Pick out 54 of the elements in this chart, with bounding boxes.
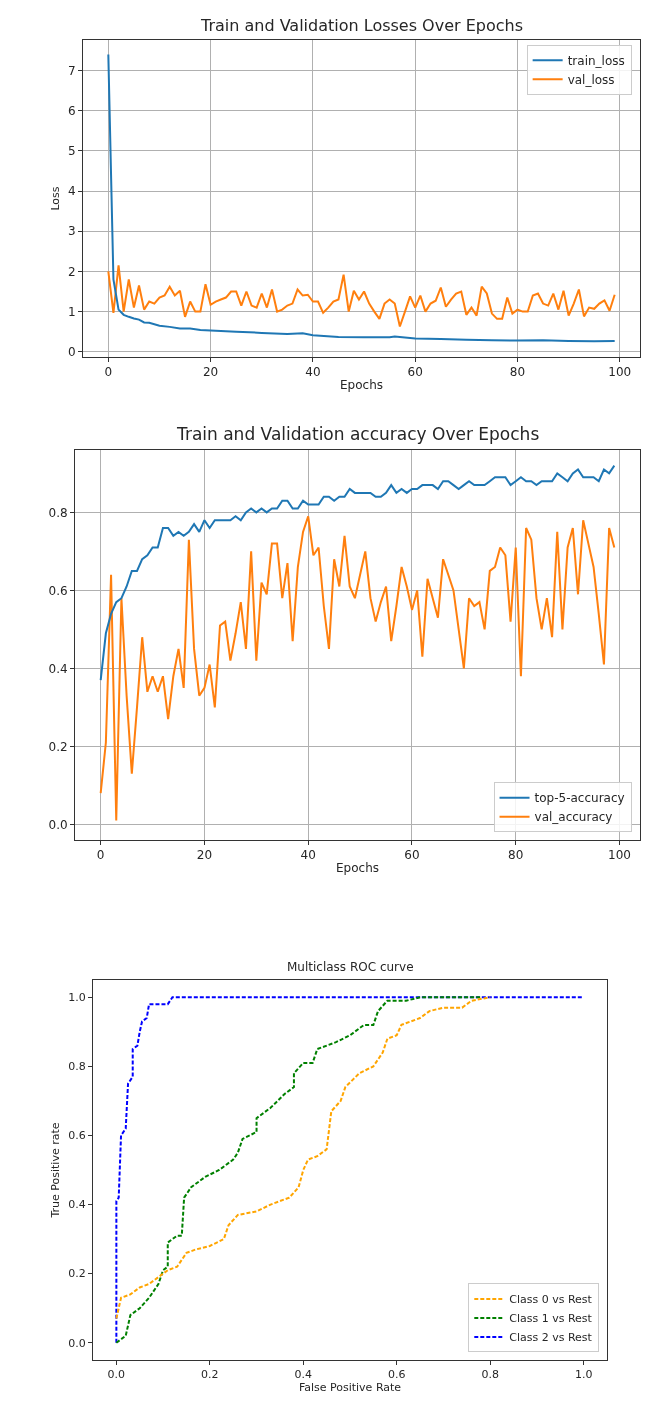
x-tick-label: 100 [608, 365, 632, 380]
legend-label: Class 2 vs Rest [509, 1331, 593, 1345]
x-tick-label: 40 [305, 365, 321, 380]
legend-label: top-5-accuracy [534, 791, 625, 806]
y-tick-label: 5 [67, 144, 76, 159]
legend-label: train_loss [567, 53, 625, 68]
x-axis-title: Epochs [340, 378, 383, 393]
y-tick-label: 0.0 [68, 1336, 86, 1350]
x-tick-label: 0.6 [387, 1368, 406, 1382]
legend-label: Class 1 vs Rest [509, 1312, 593, 1326]
y-tick-label: 1.0 [68, 991, 86, 1005]
x-tick-label: 0.8 [481, 1368, 499, 1382]
y-tick-label: 0.2 [48, 739, 68, 754]
x-tick-label: 60 [407, 365, 423, 380]
y-tick-label: 0.8 [68, 1060, 86, 1074]
y-tick-label: 0.0 [48, 817, 68, 832]
y-tick-label: 0.2 [68, 1267, 86, 1281]
y-tick-label: 0.4 [48, 661, 68, 676]
x-tick-label: 0 [104, 365, 113, 380]
x-tick-label: 40 [300, 848, 316, 863]
legend-label: val_accuracy [534, 810, 613, 825]
x-axis-title: False Positive Rate [298, 1381, 402, 1395]
line-series [99, 464, 616, 682]
y-tick-label: 0.4 [68, 1198, 86, 1212]
y-tick-label: 4 [67, 184, 76, 199]
x-tick-label: 0.4 [294, 1368, 313, 1382]
y-tick-label: 6 [67, 103, 76, 118]
x-tick-label: 0.0 [107, 1368, 126, 1382]
y-tick-label: 1 [67, 304, 76, 319]
y-axis-title: Loss [48, 186, 62, 211]
y-tick-label: 2 [67, 264, 76, 279]
y-tick-label: 0.8 [48, 505, 68, 520]
x-axis-title: Epochs [336, 861, 379, 876]
y-axis-title: True Positive rate [48, 1122, 62, 1219]
x-tick-label: 60 [404, 848, 420, 863]
y-tick-label: 0.6 [48, 583, 68, 598]
y-tick-label: 7 [67, 63, 76, 78]
x-tick-label: 100 [608, 848, 631, 863]
y-tick-label: 0 [67, 344, 76, 359]
chart-title: Train and Validation accuracy Over Epochs [176, 424, 540, 444]
chart-title: Train and Validation Losses Over Epochs [200, 16, 524, 35]
x-tick-label: 1.0 [574, 1368, 593, 1382]
x-tick-label: 0.2 [201, 1368, 219, 1382]
line-series [107, 264, 616, 328]
legend-label: Class 0 vs Rest [509, 1293, 593, 1307]
chart-title: Multiclass ROC curve [287, 960, 414, 974]
x-tick-label: 80 [509, 365, 526, 380]
x-tick-label: 20 [196, 848, 213, 863]
y-tick-label: 0.6 [68, 1129, 86, 1143]
x-tick-label: 0 [96, 848, 105, 863]
legend-label: val_loss [567, 72, 615, 87]
x-tick-label: 80 [508, 848, 524, 863]
x-tick-label: 20 [202, 365, 219, 380]
y-tick-label: 3 [67, 224, 76, 239]
